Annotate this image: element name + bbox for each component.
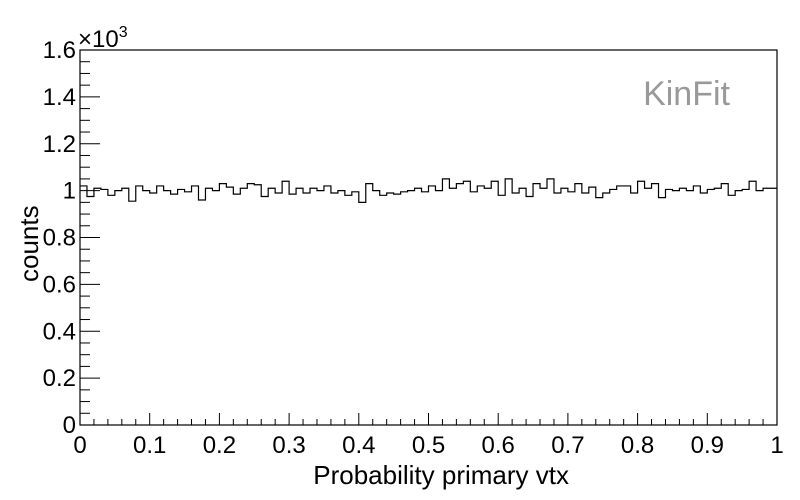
histogram-line	[80, 178, 777, 203]
y-tick-label: 0	[63, 412, 76, 439]
x-tick-label: 0.7	[551, 432, 584, 459]
y-tick-labels: 0 0.2 0.4 0.6 0.8 1 1.2 1.4 1.6	[43, 37, 76, 439]
y-tick-label: 0.2	[43, 365, 76, 392]
x-tick-label: 0.2	[203, 432, 236, 459]
x-tick-label: 0.9	[691, 432, 724, 459]
y-tick-label: 0.6	[43, 271, 76, 298]
y-tick-label: 1.2	[43, 131, 76, 158]
x-tick-label: 0.8	[621, 432, 654, 459]
y-tick-label: 1.6	[43, 37, 76, 64]
x-axis-title: Probability primary vtx	[313, 460, 569, 490]
y-exponent-base: ×10	[78, 26, 119, 53]
plot-frame	[79, 49, 778, 426]
y-axis-title: counts	[14, 205, 44, 282]
x-tick-label: 0.4	[342, 432, 375, 459]
x-tick-label: 0.5	[412, 432, 445, 459]
y-tick-label: 0.8	[43, 225, 76, 252]
y-exponent-power: 3	[119, 24, 128, 41]
y-tick-label: 1	[63, 178, 76, 205]
y-tick-label: 1.4	[43, 84, 76, 111]
y-tick-label: 0.4	[43, 318, 76, 345]
x-tick-labels: 0 0.1 0.2 0.3 0.4 0.5 0.6 0.7 0.8 0.9 1	[73, 432, 783, 459]
x-tick-label: 0.1	[133, 432, 166, 459]
x-tick-label: 0.6	[482, 432, 515, 459]
x-tick-label: 0	[73, 432, 86, 459]
x-tick-label: 0.3	[272, 432, 305, 459]
x-tick-label: 1	[770, 432, 783, 459]
y-exponent-label: ×103	[78, 24, 128, 53]
kinfit-annotation: KinFit	[643, 75, 730, 113]
